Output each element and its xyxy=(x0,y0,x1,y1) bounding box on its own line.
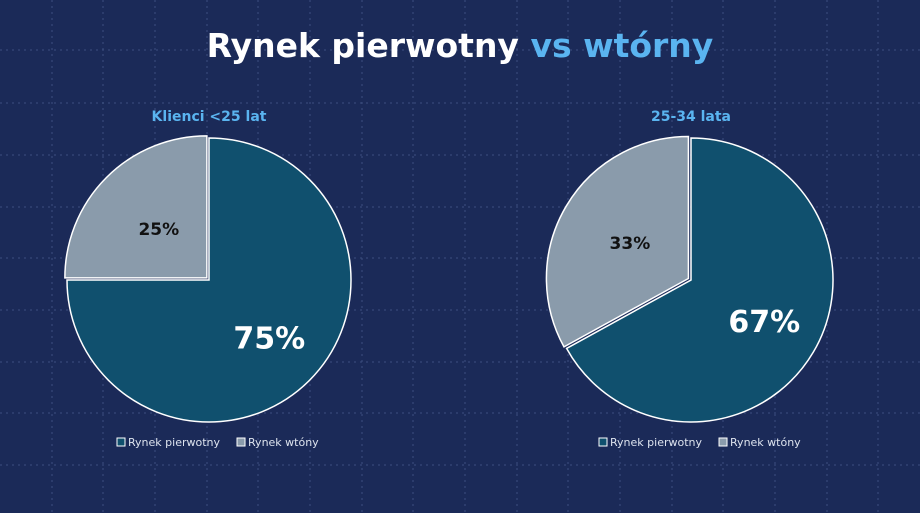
pie-slice xyxy=(66,137,352,423)
legend-swatch xyxy=(598,437,608,447)
legend-swatch xyxy=(116,437,126,447)
legend: Rynek pierwotny Rynek wtóny xyxy=(598,436,801,449)
title-accent: vs wtórny xyxy=(530,26,713,65)
legend-label: Rynek wtóny xyxy=(248,436,319,449)
legend-swatch xyxy=(718,437,728,447)
legend-swatch xyxy=(236,437,246,447)
legend-label: Rynek wtóny xyxy=(730,436,801,449)
legend-label: Rynek pierwotny xyxy=(128,436,220,449)
pie-slice xyxy=(545,135,690,348)
data-label: 67% xyxy=(728,305,800,340)
chart-title: Klienci <25 lat xyxy=(152,109,267,125)
slide-title: Rynek pierwotny vs wtórny xyxy=(207,26,714,65)
legend: Rynek pierwotny Rynek wtóny xyxy=(116,436,319,449)
data-label: 25% xyxy=(138,220,179,240)
data-label: 33% xyxy=(610,234,651,254)
title-main: Rynek pierwotny xyxy=(207,26,519,65)
data-label: 75% xyxy=(233,322,305,357)
pie-slice xyxy=(565,137,834,423)
chart-title: 25-34 lata xyxy=(651,109,731,125)
legend-label: Rynek pierwotny xyxy=(610,436,702,449)
pie-slice xyxy=(64,135,208,279)
